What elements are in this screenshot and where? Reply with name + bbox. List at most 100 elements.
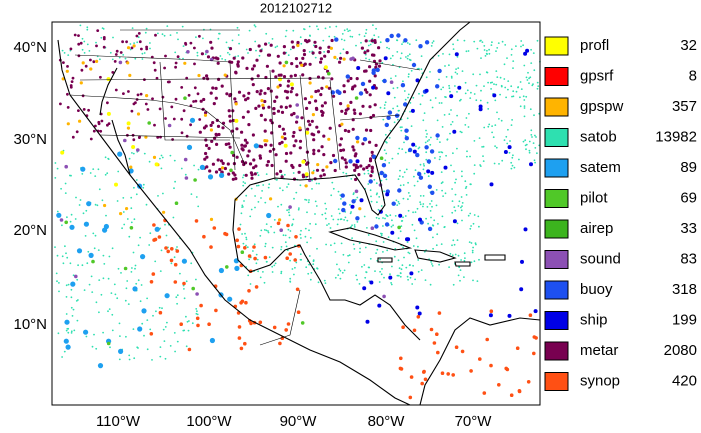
observation-dot (409, 102, 412, 104)
observation-dot (489, 182, 494, 187)
observation-dot (304, 172, 309, 177)
observation-dot (340, 122, 344, 126)
observation-dot (507, 313, 512, 318)
observation-dot (122, 92, 125, 95)
observation-dot (106, 123, 109, 127)
observation-dot (353, 168, 357, 172)
observation-dot (493, 83, 495, 85)
observation-dot (469, 155, 471, 158)
observation-dot (509, 393, 514, 398)
observation-dot (267, 231, 270, 234)
observation-dot (267, 186, 270, 189)
observation-dot (470, 242, 473, 244)
observation-dot (275, 95, 279, 99)
observation-dot (483, 126, 486, 129)
observation-dot (361, 104, 365, 108)
observation-dot (485, 52, 488, 55)
observation-dot (146, 108, 150, 111)
observation-dot (242, 181, 245, 183)
observation-dot (453, 206, 456, 209)
observation-dot (406, 275, 409, 278)
observation-dot (366, 49, 370, 53)
observation-dot (306, 127, 310, 131)
observation-dot (145, 27, 148, 30)
observation-dot (252, 166, 256, 170)
observation-dot (240, 130, 244, 134)
observation-dot (534, 147, 537, 149)
observation-dot (182, 45, 185, 47)
observation-dot (130, 109, 134, 113)
observation-dot (106, 172, 109, 175)
observation-dot (264, 143, 268, 147)
observation-dot (468, 112, 470, 115)
observation-dot (114, 88, 118, 92)
observation-dot (207, 322, 211, 327)
observation-dot (368, 79, 372, 83)
observation-dot (480, 39, 482, 42)
observation-dot (132, 44, 136, 48)
observation-dot (419, 103, 422, 106)
observation-dot (61, 77, 65, 81)
observation-dot (250, 176, 254, 180)
observation-dot (481, 41, 484, 43)
observation-dot (520, 88, 523, 90)
observation-dot (128, 157, 131, 160)
observation-dot (523, 105, 526, 107)
observation-dot (199, 164, 205, 170)
observation-dot (193, 62, 196, 66)
observation-dot (177, 38, 179, 41)
observation-dot (343, 158, 347, 162)
observation-dot (512, 95, 515, 98)
observation-dot (491, 41, 493, 44)
observation-dot (422, 203, 425, 205)
observation-dot (456, 39, 459, 42)
observation-dot (325, 243, 327, 246)
observation-dot (410, 125, 413, 127)
observation-dot (401, 43, 403, 45)
observation-dot (237, 227, 241, 231)
observation-dot (228, 114, 232, 118)
observation-dot (460, 209, 463, 212)
observation-dot (384, 217, 386, 220)
observation-dot (149, 47, 151, 50)
observation-dot (285, 256, 290, 261)
observation-dot (349, 76, 353, 81)
observation-dot (418, 92, 420, 95)
observation-dot (456, 239, 459, 242)
observation-dot (227, 172, 231, 176)
observation-dot (71, 76, 75, 80)
observation-dot (446, 372, 451, 376)
observation-dot (173, 256, 176, 259)
observation-dot (202, 234, 206, 239)
observation-dot (423, 377, 428, 382)
observation-dot (96, 204, 99, 207)
observation-dot (526, 79, 529, 81)
observation-dot (311, 113, 315, 117)
legend-count: 199 (672, 311, 697, 328)
observation-dot (455, 178, 457, 181)
observation-dot (403, 102, 408, 107)
observation-dot (429, 327, 434, 332)
observation-dot (328, 223, 330, 225)
observation-dot (454, 71, 457, 74)
observation-dot (435, 332, 439, 337)
observation-dot (290, 62, 294, 66)
observation-dot (407, 181, 409, 184)
observation-dot (241, 148, 245, 152)
observation-dot (425, 76, 428, 79)
observation-dot (415, 39, 418, 42)
observation-dot (312, 138, 316, 142)
observation-dot (328, 126, 332, 130)
observation-dot (216, 124, 221, 128)
observation-dot (126, 61, 130, 65)
observation-dot (86, 262, 89, 265)
observation-dot (88, 283, 91, 286)
observation-dot (211, 162, 215, 166)
observation-dot (409, 375, 414, 379)
observation-dot (433, 219, 436, 222)
observation-dot (448, 87, 451, 90)
observation-dot (343, 39, 346, 42)
observation-dot (417, 270, 420, 273)
observation-dot (258, 156, 263, 160)
observation-dot (263, 118, 267, 122)
